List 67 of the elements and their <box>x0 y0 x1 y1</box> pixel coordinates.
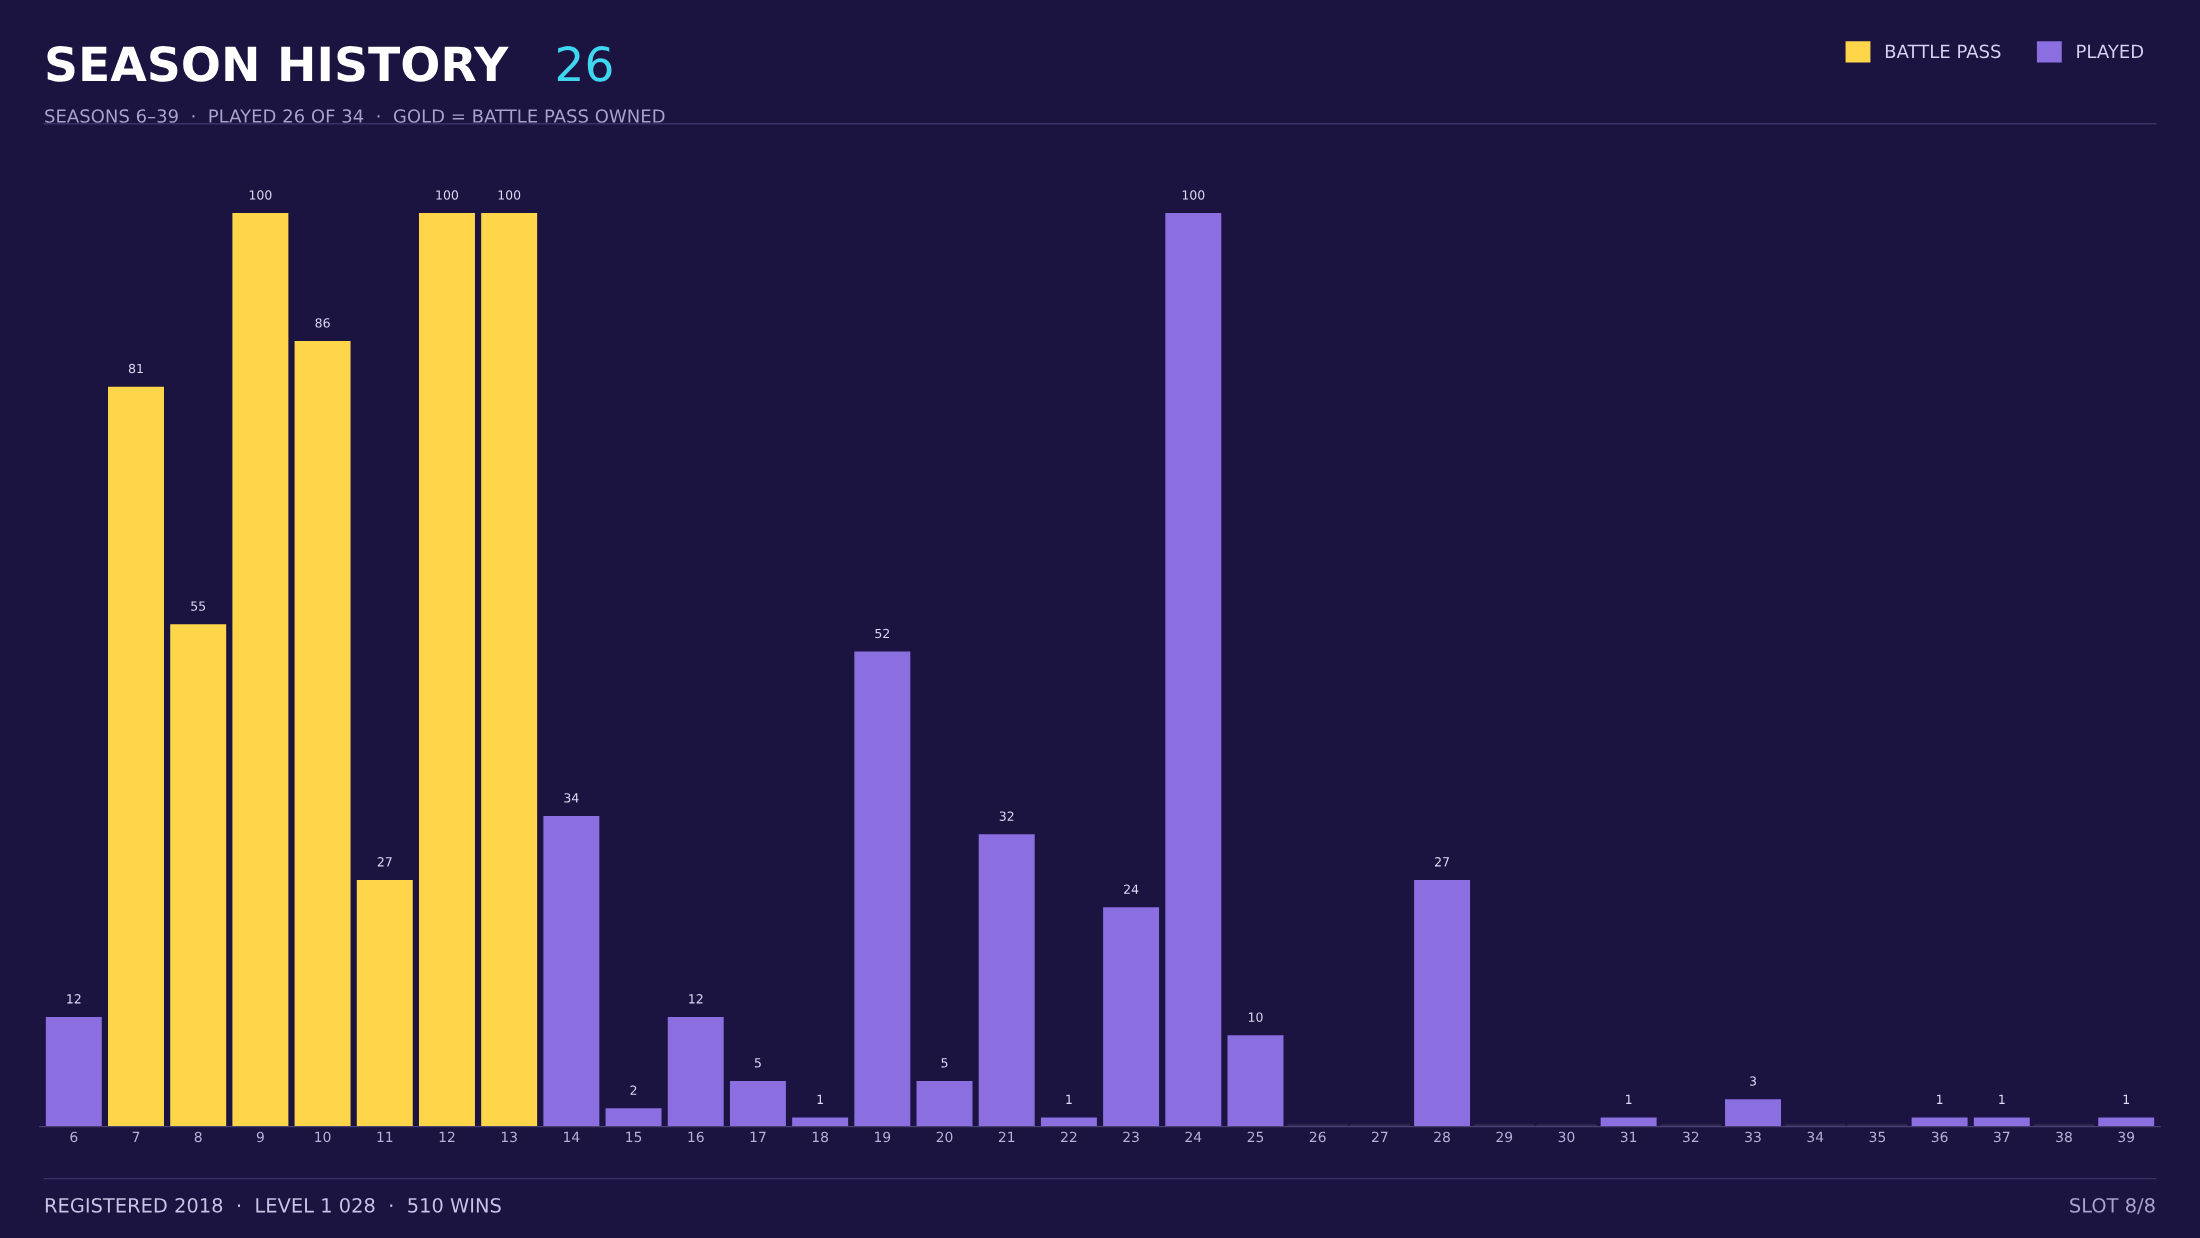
x-tick-label: 9 <box>256 1131 264 1143</box>
x-tick-label: 14 <box>564 1131 580 1142</box>
data-label: 1 <box>1626 1094 1632 1104</box>
text: REGISTERED 2018 · LEVEL 1 028 · 510 WINS <box>45 1197 501 1213</box>
x-tick-label: 38 <box>2056 1131 2072 1143</box>
data-label: 1 <box>1999 1094 2005 1104</box>
data-label: 27 <box>377 857 392 867</box>
text: SLOT 8/8 <box>2070 1197 2155 1215</box>
data-label: 3 <box>1750 1076 1757 1086</box>
x-tick-label: 22 <box>1061 1131 1077 1142</box>
data-label: 100 <box>498 190 521 200</box>
x-tick-label: 30 <box>1558 1131 1575 1143</box>
x-tick-label: 25 <box>1247 1131 1264 1143</box>
data-label: 100 <box>1182 190 1205 200</box>
data-label: 32 <box>999 811 1014 821</box>
x-tick-label: 15 <box>626 1131 642 1143</box>
x-tick-label: 37 <box>1994 1131 2010 1143</box>
x-tick-label: 34 <box>1807 1131 1824 1143</box>
x-tick-label: 16 <box>688 1131 704 1143</box>
x-tick-label: 10 <box>315 1131 331 1143</box>
x-tick-label: 39 <box>2118 1131 2135 1143</box>
data-label: 5 <box>754 1058 761 1068</box>
data-label: 86 <box>315 318 330 328</box>
data-label: 52 <box>875 628 890 639</box>
x-tick-label: 24 <box>1185 1131 1202 1142</box>
data-label: 1 <box>2123 1094 2130 1104</box>
x-tick-label: 18 <box>812 1131 829 1143</box>
data-label: 5 <box>941 1058 948 1068</box>
data-label: 27 <box>1435 857 1449 867</box>
legend-label: PLAYED <box>2077 44 2144 58</box>
x-tick-label: 36 <box>1931 1131 1948 1143</box>
data-label: 2 <box>630 1085 637 1095</box>
x-tick-label: 8 <box>194 1131 202 1143</box>
chart-title: SEASON HISTORY <box>47 46 509 82</box>
x-tick-label: 11 <box>377 1131 393 1142</box>
text: 26 <box>557 46 612 82</box>
data-label: 100 <box>249 190 272 200</box>
data-label: 100 <box>436 190 459 200</box>
x-tick-label: 31 <box>1620 1131 1637 1143</box>
data-label: 10 <box>1248 1012 1263 1022</box>
x-tick-label: 19 <box>875 1131 891 1143</box>
x-tick-label: 29 <box>1496 1131 1513 1143</box>
x-tick-label: 33 <box>1745 1131 1761 1143</box>
x-tick-label: 35 <box>1869 1131 1886 1143</box>
data-label: 24 <box>1124 884 1139 894</box>
x-tick-label: 21 <box>998 1131 1015 1142</box>
data-label: 34 <box>564 793 579 803</box>
x-tick-label: 20 <box>936 1131 953 1143</box>
chart-subtitle: SEASONS 6–39 · PLAYED 26 OF 34 · GOLD = BATTLE PASS OWNED <box>45 109 665 123</box>
x-tick-label: 32 <box>1683 1131 1699 1143</box>
data-label: 1 <box>1937 1094 1943 1104</box>
data-label: 1 <box>817 1094 823 1104</box>
x-tick-label: 6 <box>70 1131 78 1143</box>
x-tick-label: 23 <box>1123 1131 1139 1143</box>
data-label: 81 <box>128 363 143 374</box>
legend-label: BATTLE PASS <box>1885 44 2001 59</box>
x-tick-label: 7 <box>132 1131 140 1142</box>
x-tick-label: 13 <box>501 1131 517 1143</box>
x-tick-label: 12 <box>439 1131 455 1142</box>
data-label: 12 <box>67 994 81 1004</box>
data-label: 12 <box>689 994 703 1004</box>
data-label: 55 <box>191 601 206 611</box>
x-tick-label: 27 <box>1372 1131 1388 1142</box>
x-tick-label: 26 <box>1309 1131 1326 1143</box>
data-label: 1 <box>1066 1094 1072 1104</box>
x-tick-label: 17 <box>750 1131 766 1142</box>
x-tick-label: 28 <box>1434 1131 1450 1143</box>
